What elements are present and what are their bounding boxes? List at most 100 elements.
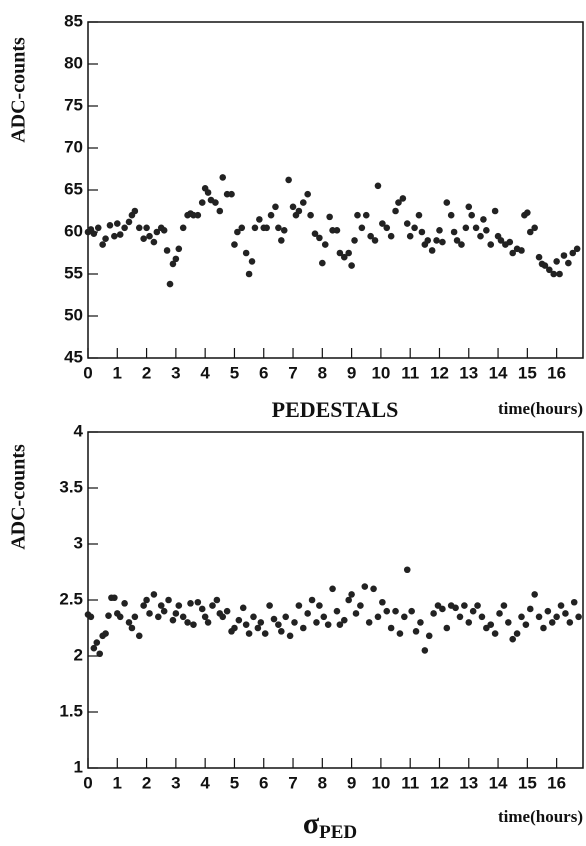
data-point [223,607,231,615]
data-point [111,594,118,602]
x-tick-label: 8 [318,773,327,792]
data-point [175,602,183,609]
plot-frame [87,21,584,359]
data-point [280,227,288,234]
x-tick-label: 16 [547,363,566,382]
x-axis-label: time(hours) [498,807,583,826]
data-point [282,613,290,621]
data-point [275,224,282,232]
x-tick-label: 6 [259,363,268,382]
y-tick-label: 2 [74,645,83,664]
y-tick-label: 75 [64,95,83,114]
data-point [392,207,399,215]
data-point [570,598,578,606]
data-point [354,211,361,219]
x-tick-label: 14 [489,363,508,382]
data-point [556,270,563,278]
data-point [261,630,269,637]
data-point [216,207,224,215]
data-point [462,224,470,232]
data-point [383,607,391,615]
data-point [560,252,568,259]
data-point [201,613,209,621]
data-point [351,237,358,244]
data-point [96,650,104,658]
data-point [285,176,292,184]
data-point [497,237,505,244]
data-point [439,238,446,246]
data-point [399,195,407,202]
data-point [295,602,303,609]
data-point [531,224,538,232]
x-tick-label: 7 [288,363,297,382]
data-point [509,635,517,643]
data-point [526,228,534,236]
data-point [187,600,194,607]
x-tick-label: 4 [200,773,210,792]
data-point [320,613,328,621]
data-point [135,224,143,232]
data-point [270,615,278,623]
data-point [518,613,525,621]
data-point [573,245,581,253]
data-point [190,621,197,628]
y-tick-label: 3.5 [59,477,83,496]
x-tick-label: 15 [518,773,537,792]
data-point [228,190,235,198]
data-point [387,232,395,240]
x-tick-label: 13 [459,773,478,792]
data-point [204,619,212,626]
data-point [487,621,495,628]
data-point [483,227,490,234]
y-tick-label: 1.5 [59,701,83,720]
data-point [500,602,508,609]
data-point [412,628,420,635]
x-tick-label: 14 [489,773,508,792]
data-point [157,602,165,609]
chart-title: PEDESTALS [272,397,399,422]
data-point [131,613,139,621]
data-point [131,207,139,215]
data-point [443,199,451,206]
data-point [242,621,250,628]
data-point [379,598,386,606]
data-point [540,624,547,632]
data-point [491,630,499,637]
data-point [198,605,206,613]
data-point [266,602,273,609]
x-tick-label: 1 [113,363,122,382]
plot-frame [87,431,584,769]
data-point [111,232,118,240]
data-point [562,610,569,617]
data-point [128,624,136,632]
y-tick-label: 60 [64,221,83,240]
y-tick-label: 45 [64,347,83,366]
x-tick-label: 3 [171,363,180,382]
data-point [550,270,558,278]
x-tick-label: 10 [371,773,390,792]
data-point [286,632,294,640]
data-point [304,190,311,198]
data-point [116,613,124,621]
data-point [245,630,253,637]
data-point [234,228,241,236]
data-point [569,249,577,257]
data-point [316,234,323,242]
data-point [417,619,424,626]
data-point [506,238,514,246]
data-point [326,213,333,221]
data-point [242,249,250,257]
data-point [198,199,206,206]
data-point [121,600,128,607]
data-point [291,619,298,626]
y-axis-label: ADC-counts [8,37,30,143]
data-point [358,224,366,232]
data-point [336,249,344,257]
data-point [566,619,574,626]
data-point [278,237,285,244]
data-point [509,249,517,257]
data-point [565,259,572,267]
data-point [194,598,202,606]
data-point [212,199,219,206]
data-point [379,220,386,227]
